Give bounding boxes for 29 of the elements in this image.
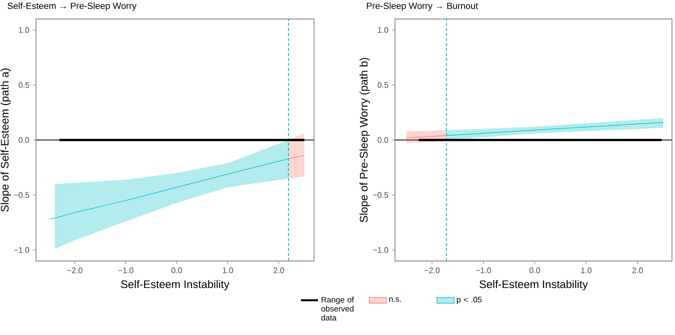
x-tick-label: −2.0 <box>67 268 82 274</box>
x-tick-label: 1.0 <box>222 268 234 274</box>
y-axis-title: Slope of Pre-Sleep Worry (path b) <box>360 58 370 222</box>
x-tick-label: 0.0 <box>530 268 540 274</box>
y-tick-label: 0.0 <box>18 137 30 143</box>
y-tick-label: 0.5 <box>378 82 388 88</box>
y-tick-label: 1.0 <box>18 27 30 33</box>
x-tick-label: −1.0 <box>476 268 491 274</box>
x-tick-label: 2.0 <box>632 268 643 274</box>
x-tick-label: −2.0 <box>424 268 440 274</box>
y-tick-label: −0.5 <box>373 192 388 198</box>
y-tick-label: −0.5 <box>14 192 30 198</box>
chart-title: Pre-Sleep Worry → Burnout <box>366 2 478 11</box>
y-tick-label: 0.0 <box>378 137 388 143</box>
legend-label: Range of observed data <box>321 296 354 321</box>
x-tick-label: 0.0 <box>172 268 182 274</box>
x-tick-label: 1.0 <box>581 268 592 274</box>
x-tick-label: −1.0 <box>118 268 134 274</box>
x-axis-title: Self-Esteem Instability <box>480 280 588 290</box>
x-tick-label: 2.0 <box>274 268 284 274</box>
legend-label: p < .05 <box>456 296 482 304</box>
chart-title: Self-Esteem → Pre-Sleep Worry <box>8 2 137 11</box>
y-tick-label: 0.5 <box>18 82 30 88</box>
legend-label: n.s. <box>389 297 401 302</box>
y-axis-title: Slope of Self-Esteem (path a) <box>0 68 11 212</box>
y-tick-label: −1.0 <box>373 247 388 253</box>
y-tick-label: −1.0 <box>14 247 30 253</box>
y-tick-label: 1.0 <box>378 27 388 33</box>
x-axis-title: Self-Esteem Instability <box>121 280 230 290</box>
